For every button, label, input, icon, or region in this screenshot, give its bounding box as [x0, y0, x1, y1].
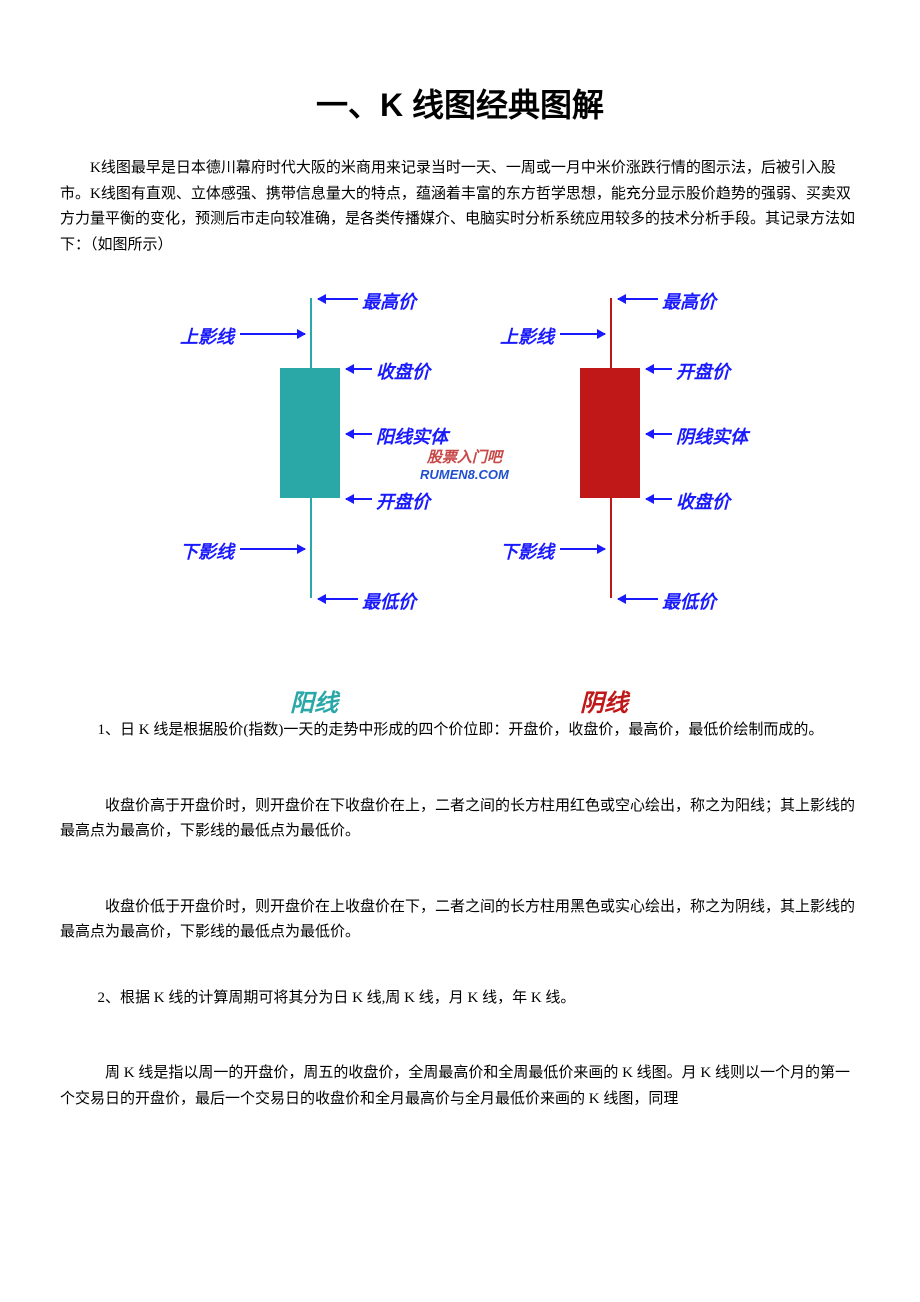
label-yin-upper-shadow: 上影线	[500, 323, 554, 349]
label-yin-open: 开盘价	[676, 358, 730, 384]
yang-lower-wick	[310, 498, 312, 598]
yang-upper-wick	[310, 298, 312, 368]
arrow	[346, 498, 372, 500]
arrow	[618, 598, 658, 600]
yang-body	[280, 368, 340, 498]
label-yang-high: 最高价	[362, 288, 416, 314]
yin-upper-wick	[610, 298, 612, 368]
label-yang-low: 最低价	[362, 588, 416, 614]
arrow	[318, 598, 358, 600]
para-1: 1、日 K 线是根据股价(指数)一天的走势中形成的四个价位即：开盘价，收盘价，最…	[60, 718, 860, 744]
watermark-cn: 股票入门吧	[420, 446, 509, 467]
yin-name: 阴线	[580, 683, 628, 718]
label-yang-upper-shadow: 上影线	[180, 323, 234, 349]
para-2: 收盘价高于开盘价时，则开盘价在下收盘价在上，二者之间的长方柱用红色或空心绘出，称…	[60, 794, 860, 845]
arrow	[646, 368, 672, 370]
yang-candle: 最高价 收盘价 阳线实体 开盘价 最低价 上影线 下影线	[160, 278, 460, 638]
arrow	[346, 368, 372, 370]
arrow	[646, 433, 672, 435]
arrow	[240, 548, 305, 550]
para-3: 收盘价低于开盘价时，则开盘价在上收盘价在下，二者之间的长方柱用黑色或实心绘出，称…	[60, 895, 860, 946]
arrow	[318, 298, 358, 300]
arrow	[560, 333, 605, 335]
arrow	[646, 498, 672, 500]
para-5: 周 K 线是指以周一的开盘价，周五的收盘价，全周最高价和全周最低价来画的 K 线…	[60, 1061, 860, 1112]
arrow	[560, 548, 605, 550]
arrow	[240, 333, 305, 335]
label-yin-low: 最低价	[662, 588, 716, 614]
label-yin-close: 收盘价	[676, 488, 730, 514]
label-yin-high: 最高价	[662, 288, 716, 314]
yang-name: 阳线	[290, 683, 338, 718]
arrow	[618, 298, 658, 300]
arrow	[346, 433, 372, 435]
label-yin-body: 阴线实体	[676, 423, 748, 449]
intro-paragraph: K线图最早是日本德川幕府时代大阪的米商用来记录当时一天、一周或一月中米价涨跌行情…	[60, 156, 860, 258]
doc-title: 一、K 线图经典图解	[60, 80, 860, 126]
watermark: 股票入门吧 RUMEN8.COM	[420, 446, 509, 482]
candlestick-diagram: 最高价 收盘价 阳线实体 开盘价 最低价 上影线 下影线 最高价 开盘价	[160, 278, 760, 678]
yin-body	[580, 368, 640, 498]
yin-lower-wick	[610, 498, 612, 598]
label-yin-lower-shadow: 下影线	[500, 538, 554, 564]
label-yang-close: 收盘价	[376, 358, 430, 384]
label-yang-lower-shadow: 下影线	[180, 538, 234, 564]
label-yang-open: 开盘价	[376, 488, 430, 514]
watermark-en: RUMEN8.COM	[420, 467, 509, 482]
para-4: 2、根据 K 线的计算周期可将其分为日 K 线,周 K 线，月 K 线，年 K …	[60, 986, 860, 1012]
